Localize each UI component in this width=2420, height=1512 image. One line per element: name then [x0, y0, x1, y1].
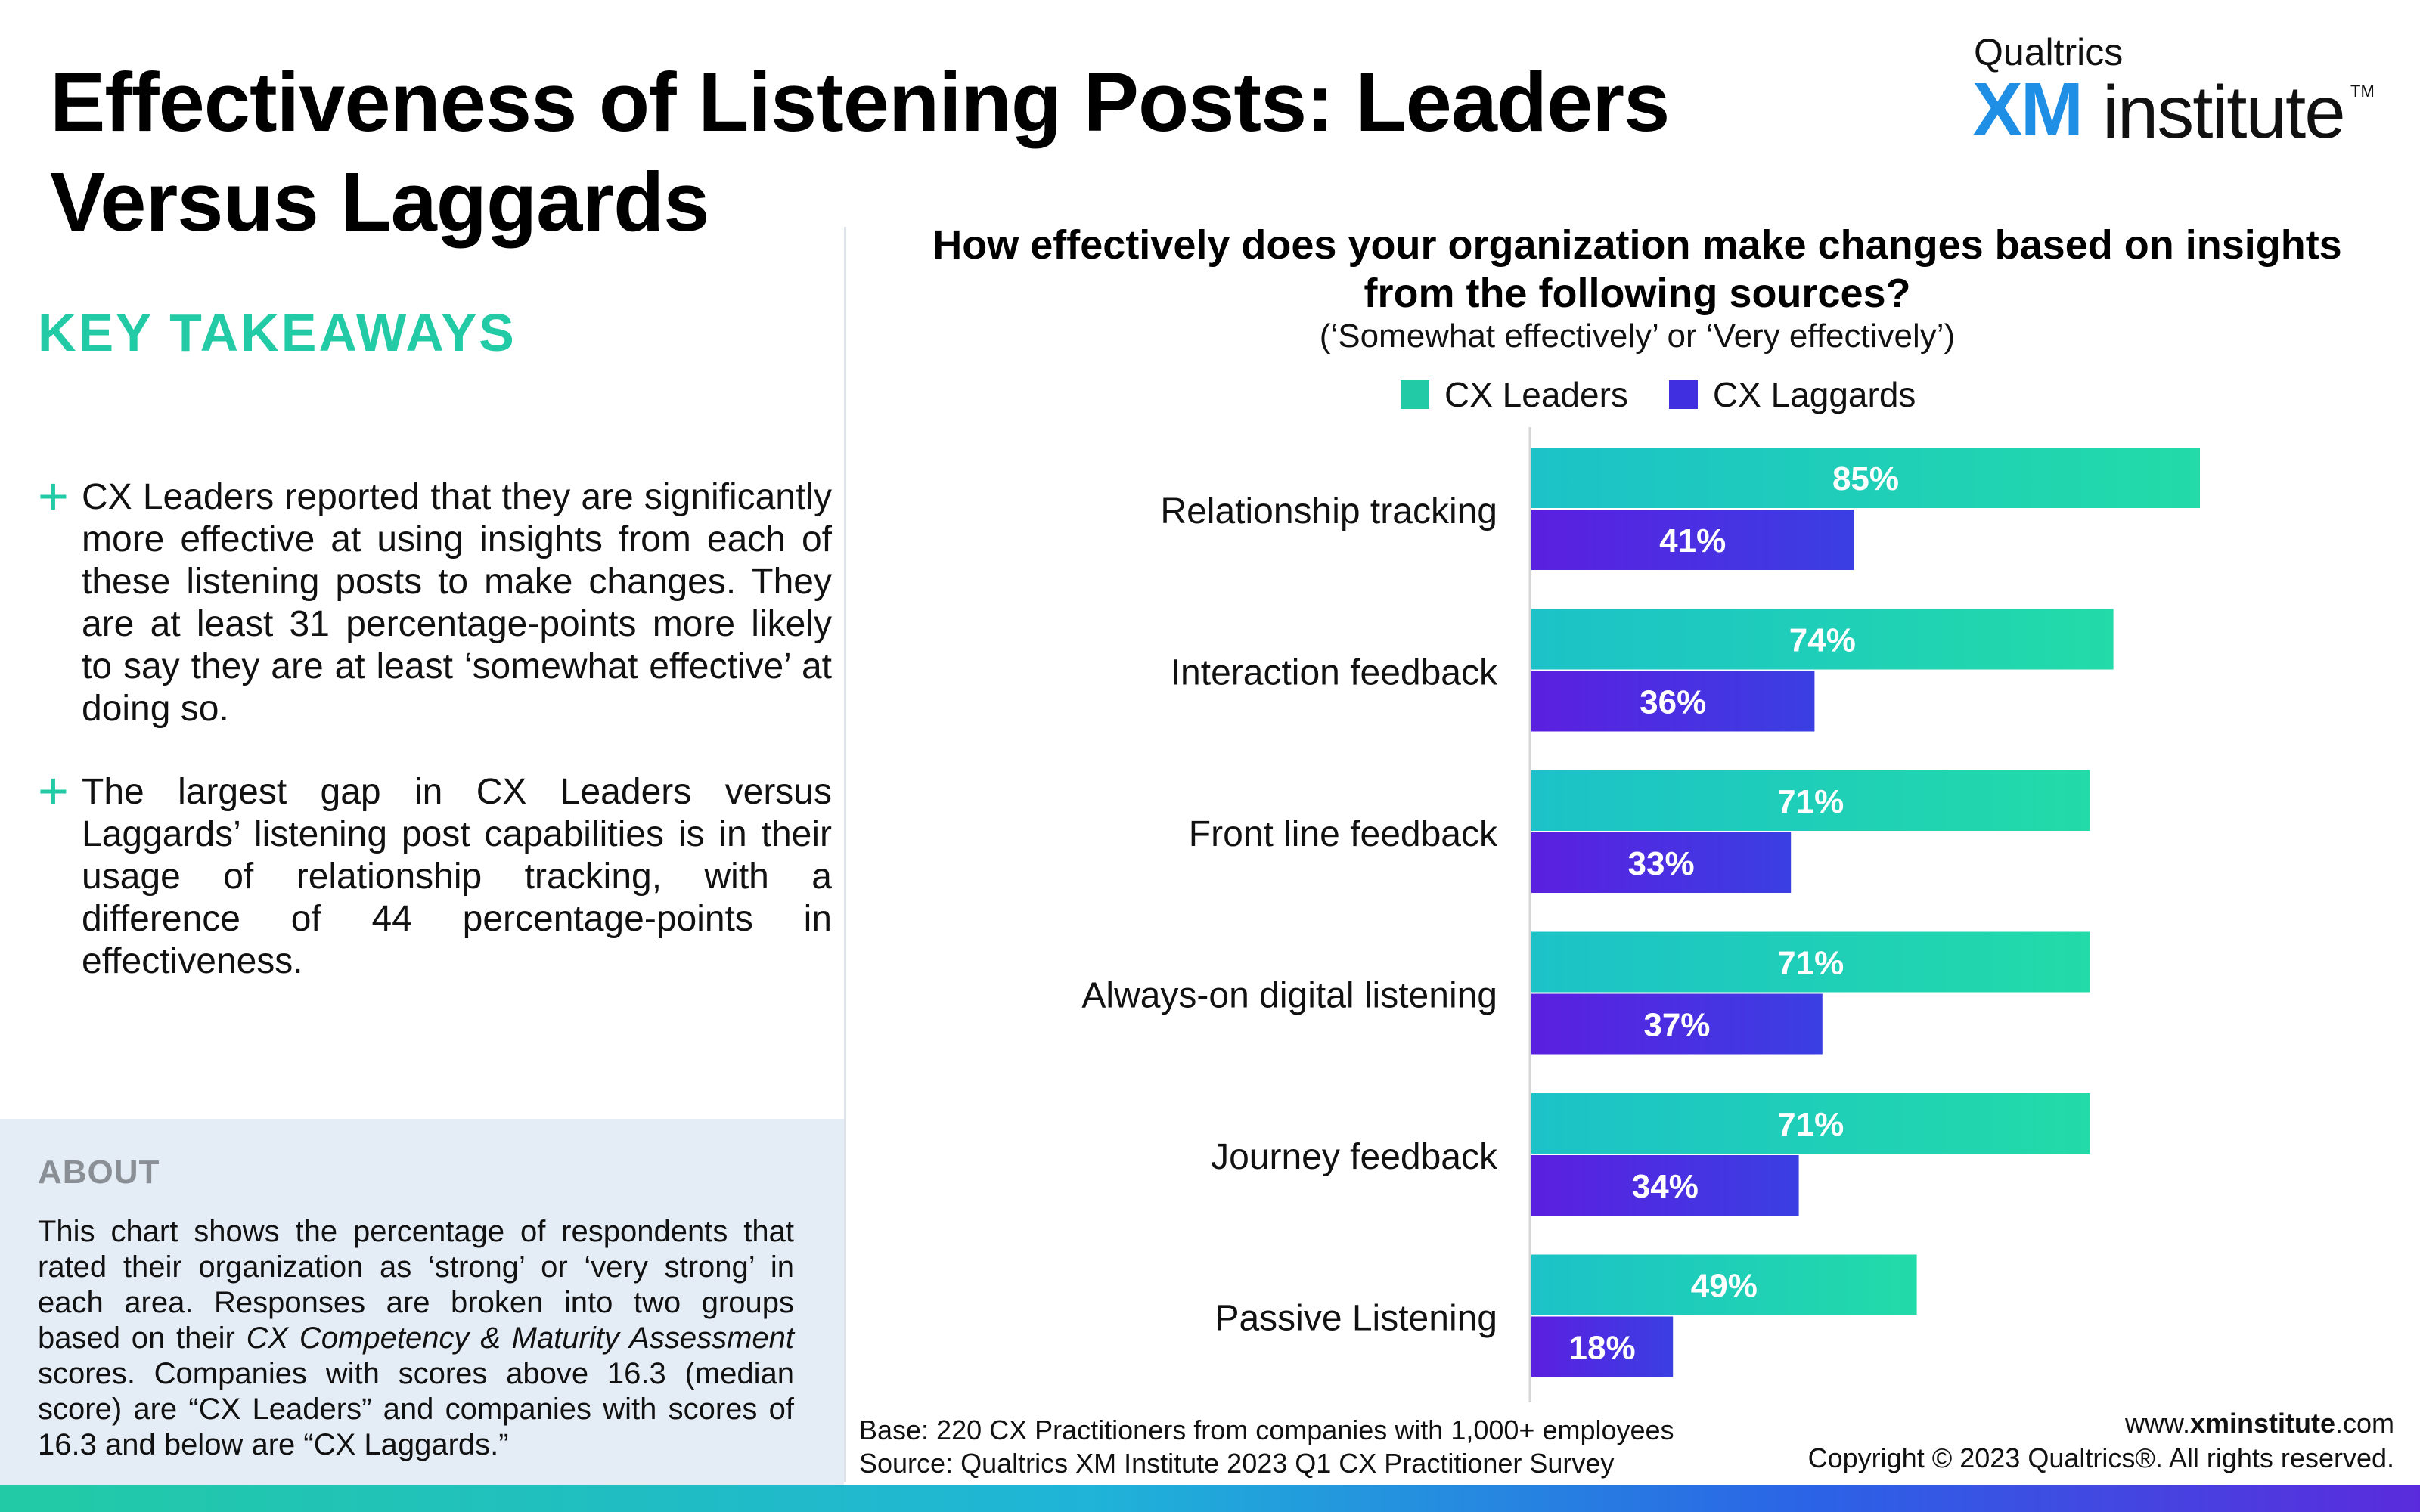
source-note: Source: Qualtrics XM Institute 2023 Q1 C… [859, 1448, 1615, 1479]
bar-value-label: 71% [1777, 1106, 1844, 1143]
logo-trademark: TM [2350, 82, 2375, 101]
base-note: Base: 220 CX Practitioners from companie… [859, 1414, 1674, 1445]
bar-value-label: 74% [1789, 622, 1856, 659]
category-label: Always-on digital listening [1081, 976, 1497, 1016]
legend-swatch-laggards [1668, 380, 1698, 409]
bar-leaders [1531, 1254, 1917, 1315]
legend-swatch-leaders [1401, 380, 1429, 409]
category-label: Interaction feedback [1171, 653, 1498, 693]
bar-leaders [1531, 770, 2090, 831]
category-label: Journey feedback [1211, 1137, 1498, 1177]
about-heading: ABOUT [38, 1154, 160, 1191]
logo-qualtrics-text: Qualtrics [1974, 31, 2124, 73]
chart-title: How effectively does your organization m… [932, 222, 2342, 316]
about-text: This chart shows the percentage of respo… [38, 1214, 794, 1463]
bar-value-label: 34% [1632, 1168, 1699, 1205]
chart-footnote: Base: 220 CX Practitioners from companie… [859, 1414, 1674, 1480]
bottom-gradient-band [0, 1485, 2420, 1512]
about-text-part: This chart shows the percentage of respo… [38, 1215, 794, 1355]
bar-laggards [1531, 1316, 1674, 1377]
bar-leaders [1531, 448, 2200, 508]
bar-laggards [1531, 510, 1854, 570]
chart-legend: CX Leaders CX Laggards [1401, 373, 1956, 416]
category-label: Passive Listening [1215, 1299, 1497, 1339]
takeaway-text: The largest gap in CX Leaders versus Lag… [82, 772, 832, 981]
bar-leaders [1531, 1093, 2090, 1154]
key-takeaways-panel: KEY TAKEAWAYS + CX Leaders reported that… [0, 227, 844, 1119]
bar-laggards [1531, 671, 1815, 732]
key-takeaways-heading: KEY TAKEAWAYS [38, 303, 517, 362]
website-prefix: www. [2124, 1408, 2190, 1439]
website-suffix: .com [2335, 1408, 2394, 1439]
bar-value-label: 18% [1569, 1330, 1636, 1367]
bar-laggards [1531, 1155, 1799, 1216]
logo-xm-text: XM [1972, 67, 2083, 152]
plus-icon: + [38, 761, 69, 820]
chart-subtitle: (‘Somewhat effectively’ or ‘Very effecti… [1319, 318, 1956, 355]
bar-laggards [1531, 832, 1792, 893]
bar-value-label: 36% [1640, 684, 1706, 721]
website-domain: xminstitute [2189, 1408, 2335, 1439]
takeaway-text: CX Leaders reported that they are signif… [82, 477, 832, 729]
bar-value-label: 37% [1643, 1007, 1710, 1044]
about-text-part: scores. Companies with scores above 16.3… [38, 1357, 794, 1461]
page-title: Effectiveness of Listening Posts: Leader… [50, 56, 1670, 249]
bar-leaders [1531, 609, 2114, 670]
about-text-emphasis: CX Competency & Maturity Assessment [246, 1321, 794, 1355]
bar-chart: Relationship tracking 85% 41% Interaction f… [1081, 427, 2200, 1402]
category-label: Relationship tracking [1160, 491, 1497, 531]
copyright-block: www.xminstitute.com Copyright © 2023 Qua… [1808, 1406, 2394, 1476]
about-panel: ABOUT This chart shows the percentage of… [0, 1119, 844, 1485]
logo-institute-text: institute [2102, 70, 2346, 153]
copyright-text: Copyright © 2023 Qualtrics®. All rights … [1807, 1442, 2394, 1473]
legend-item-leaders: CX Leaders [1401, 374, 1628, 415]
column-divider [844, 227, 846, 1482]
bar-value-label: 49% [1691, 1268, 1758, 1305]
bar-value-label: 71% [1777, 783, 1844, 820]
xm-institute-logo: Qualtrics XM institute TM [1959, 30, 2375, 153]
website-link[interactable]: www.xminstitute.com [1808, 1406, 2394, 1441]
bar-value-label: 71% [1777, 945, 1844, 982]
bar-value-label: 33% [1628, 845, 1695, 882]
legend-label: CX Laggards [1712, 375, 1916, 414]
plus-icon: + [38, 466, 69, 525]
bar-value-label: 41% [1659, 522, 1726, 559]
legend-label: CX Leaders [1444, 375, 1628, 414]
bar-value-label: 85% [1832, 460, 1899, 497]
category-label: Front line feedback [1189, 814, 1498, 854]
bar-leaders [1531, 931, 2090, 993]
bar-laggards [1531, 993, 1823, 1055]
legend-item-laggards: CX Laggards [1668, 374, 1916, 415]
